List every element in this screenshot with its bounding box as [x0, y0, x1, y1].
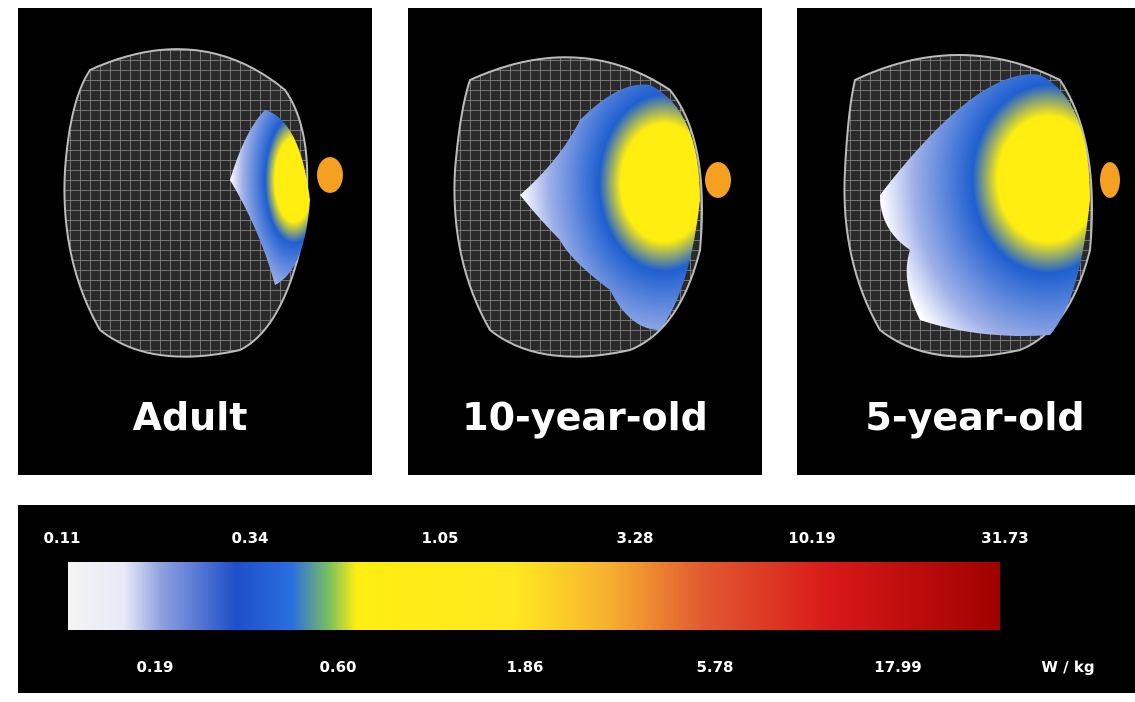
scale-label-bottom: 0.19 — [136, 658, 173, 676]
scale-label-top: 31.73 — [981, 529, 1028, 547]
scale-label-bottom: 5.78 — [696, 658, 733, 676]
panel-label: 10-year-old — [462, 395, 708, 439]
scale-label-top: 3.28 — [616, 529, 653, 547]
panel: 5-year-old — [797, 8, 1135, 475]
scale-label-bottom: 0.60 — [319, 658, 356, 676]
scale-label-bottom: 17.99 — [874, 658, 921, 676]
figure: Adult 10-year-old 5-year-old 0.11 0.34 1.0… — [0, 0, 1135, 702]
color-scale — [68, 562, 1000, 630]
scale-label-top: 0.34 — [231, 529, 268, 547]
colorbar: 0.11 0.34 1.05 3.28 10.19 31.73 0.19 0.60 1.86 5… — [18, 505, 1135, 693]
panel-label: Adult — [133, 395, 248, 439]
phone — [1100, 162, 1120, 198]
scale-label-top: 10.19 — [788, 529, 835, 547]
panel-label: 5-year-old — [865, 395, 1084, 439]
unit-label: W / kg — [1041, 658, 1094, 676]
phone — [317, 157, 343, 193]
panel: Adult — [18, 8, 372, 475]
scale-label-top: 1.05 — [421, 529, 458, 547]
scale-label-bottom: 1.86 — [506, 658, 543, 676]
phone — [705, 162, 731, 198]
panel: 10-year-old — [408, 8, 762, 475]
scale-label-top: 0.11 — [43, 529, 80, 547]
